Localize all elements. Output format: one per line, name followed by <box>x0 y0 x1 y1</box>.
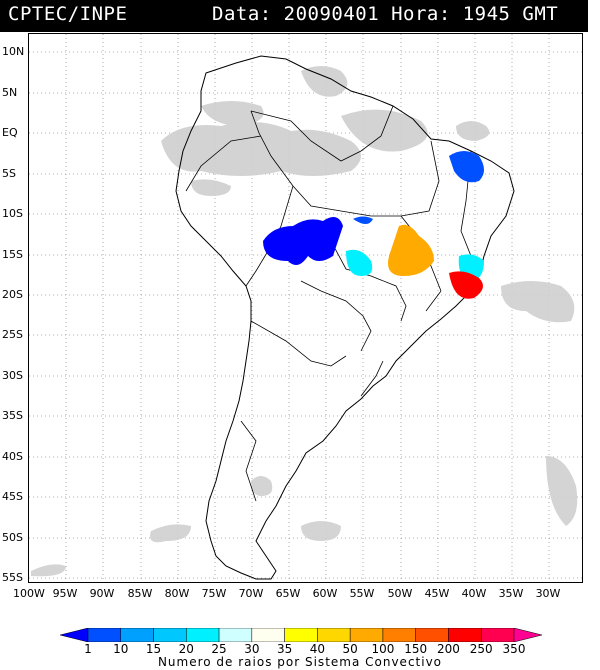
lat-label: 5S <box>2 167 16 180</box>
legend-swatch <box>186 628 220 642</box>
lon-label: 30W <box>535 587 561 600</box>
lon-label: 55W <box>349 587 375 600</box>
south-america-outline <box>175 55 515 580</box>
legend-title: Numero de raios por Sistema Convectivo <box>157 655 443 669</box>
lat-label: 30S <box>2 369 23 382</box>
legend-tick-label: 350 <box>502 642 526 656</box>
legend-swatch <box>317 628 351 642</box>
lat-label: 10N <box>2 45 25 58</box>
lat-label: EQ <box>2 126 18 139</box>
lon-label: 90W <box>89 587 115 600</box>
lon-label: 50W <box>387 587 413 600</box>
storm-cell-blue-west <box>263 217 343 265</box>
lon-label: 75W <box>201 587 227 600</box>
country-borders <box>185 105 472 502</box>
legend-swatch <box>349 628 384 642</box>
lat-label: 10S <box>2 207 23 220</box>
lon-label: 95W <box>52 587 78 600</box>
lat-label: 40S <box>2 450 23 463</box>
lon-label: 60W <box>312 587 338 600</box>
legend-tick-label: 35 <box>276 642 293 656</box>
grid-lines <box>29 34 582 582</box>
map-frame <box>28 33 583 583</box>
legend-swatch <box>87 628 122 642</box>
color-legend-bar <box>60 628 542 642</box>
legend-swatch <box>153 628 187 642</box>
lat-label: 20S <box>2 288 23 301</box>
lat-label: 55S <box>2 571 23 584</box>
legend-tick-label: 150 <box>404 642 428 656</box>
source-label: CPTEC/INPE <box>8 3 128 25</box>
lon-label: 45W <box>424 587 450 600</box>
legend-tick-label: 100 <box>371 642 395 656</box>
legend-tick-label: 1 <box>84 642 92 656</box>
legend-tick-label: 50 <box>342 642 358 656</box>
map-canvas <box>29 34 582 582</box>
legend-tick-label: 20 <box>178 642 194 656</box>
legend-swatch <box>480 628 515 642</box>
lat-label: 25S <box>2 328 23 341</box>
legend-swatch <box>448 628 482 642</box>
datetime-label: Data: 20090401 Hora: 1945 GMT <box>212 3 559 25</box>
storm-cell-orange <box>388 224 434 276</box>
lon-label: 40W <box>461 587 487 600</box>
legend-swatch <box>218 628 253 642</box>
title-bar: CPTEC/INPE Data: 20090401 Hora: 1945 GMT <box>0 0 588 32</box>
legend-swatch <box>382 628 416 642</box>
legend-tick-label: 40 <box>309 642 326 656</box>
lon-label: 35W <box>498 587 524 600</box>
lat-label: 35S <box>2 409 23 422</box>
storm-cell-blue-central <box>353 216 373 224</box>
storm-cell-red <box>449 271 483 299</box>
cloud-cover <box>31 66 578 577</box>
legend-tick-label: 25 <box>211 642 227 656</box>
storm-cell-cyan <box>346 249 373 276</box>
legend-swatch <box>120 628 154 642</box>
legend-swatch <box>513 628 542 642</box>
legend-tick-label: 15 <box>145 642 162 656</box>
legend-tick-label: 10 <box>113 642 129 656</box>
lat-label: 5N <box>2 86 18 99</box>
convective-systems <box>263 151 484 299</box>
lon-label: 100W <box>13 587 45 600</box>
legend-tick-label: 200 <box>437 642 460 656</box>
legend-swatch <box>60 628 89 642</box>
storm-cell-blue-northeast <box>449 151 484 183</box>
lon-label: 85W <box>127 587 153 600</box>
lon-label: 80W <box>164 587 190 600</box>
lat-label: 50S <box>2 531 23 544</box>
legend-tick-label: 30 <box>244 642 260 656</box>
legend-swatch <box>415 628 449 642</box>
lon-label: 70W <box>238 587 264 600</box>
legend-swatch <box>284 628 318 642</box>
legend-tick-label: 250 <box>469 642 493 656</box>
lat-label: 45S <box>2 490 23 503</box>
lat-label: 15S <box>2 248 23 261</box>
legend-swatch <box>251 628 285 642</box>
lon-label: 65W <box>275 587 301 600</box>
